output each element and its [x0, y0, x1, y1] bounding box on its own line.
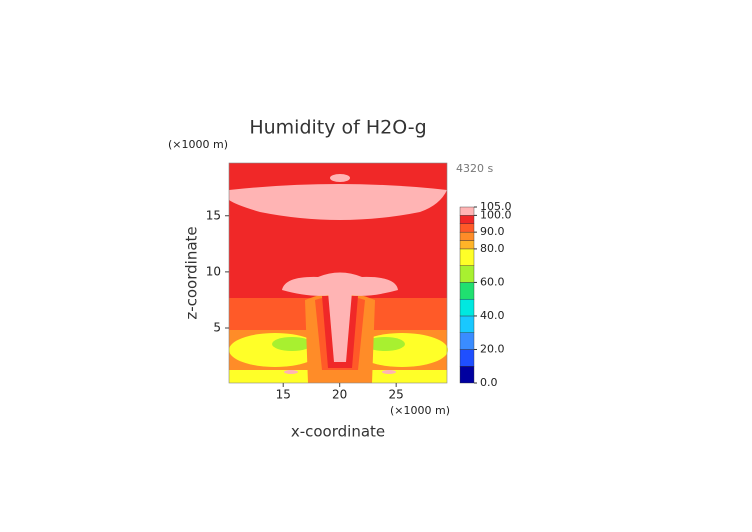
contour-region [328, 292, 352, 362]
time-label: 4320 s [456, 162, 493, 175]
contour-region [229, 184, 447, 220]
colorbar-tick-label: 40.0 [480, 309, 505, 322]
colorbar-band [459, 349, 475, 367]
colorbar-band [459, 231, 475, 241]
contour-region [330, 174, 350, 182]
contour-region [282, 272, 398, 296]
colorbar-tick-label: 0.0 [480, 376, 498, 389]
x-axis-label: x-coordinate [291, 423, 385, 441]
contour-region [272, 337, 312, 351]
x-unit: (×1000 m) [390, 404, 450, 417]
colorbar-band [459, 332, 475, 350]
colorbar-band [459, 366, 475, 384]
contour-region [284, 370, 298, 374]
colorbar-tick-label: 90.0 [480, 225, 505, 238]
y-axis-label: z-coordinate [183, 226, 201, 319]
colorbar-band [459, 282, 475, 300]
colorbar-band [459, 223, 475, 233]
colorbar-band [459, 240, 475, 250]
x-tick-label: 25 [389, 388, 404, 402]
y-unit: (×1000 m) [168, 138, 228, 151]
colorbar-tick-label: 60.0 [480, 275, 505, 288]
plot-frame [228, 162, 448, 384]
y-tick-label: 15 [206, 208, 221, 222]
colorbar-tick-label: 20.0 [480, 342, 505, 355]
x-tick-label: 20 [332, 388, 347, 402]
chart-title: Humidity of H2O-g [249, 117, 426, 139]
colorbar-tick-label: 80.0 [480, 242, 505, 255]
colorbar-band [459, 215, 475, 224]
y-tick-label: 10 [206, 264, 221, 278]
contour-region [382, 370, 396, 374]
colorbar-band [459, 248, 475, 266]
contour-region [365, 337, 405, 351]
colorbar-tick-label: 105.0 [480, 200, 512, 213]
colorbar-band [459, 315, 475, 333]
colorbar-band [459, 298, 475, 317]
y-tick-label: 5 [213, 321, 221, 335]
colorbar-band [459, 206, 475, 216]
colorbar-band [459, 265, 475, 283]
x-tick-label: 15 [276, 388, 291, 402]
colorbar-tick-label: 100.0 [480, 208, 512, 221]
